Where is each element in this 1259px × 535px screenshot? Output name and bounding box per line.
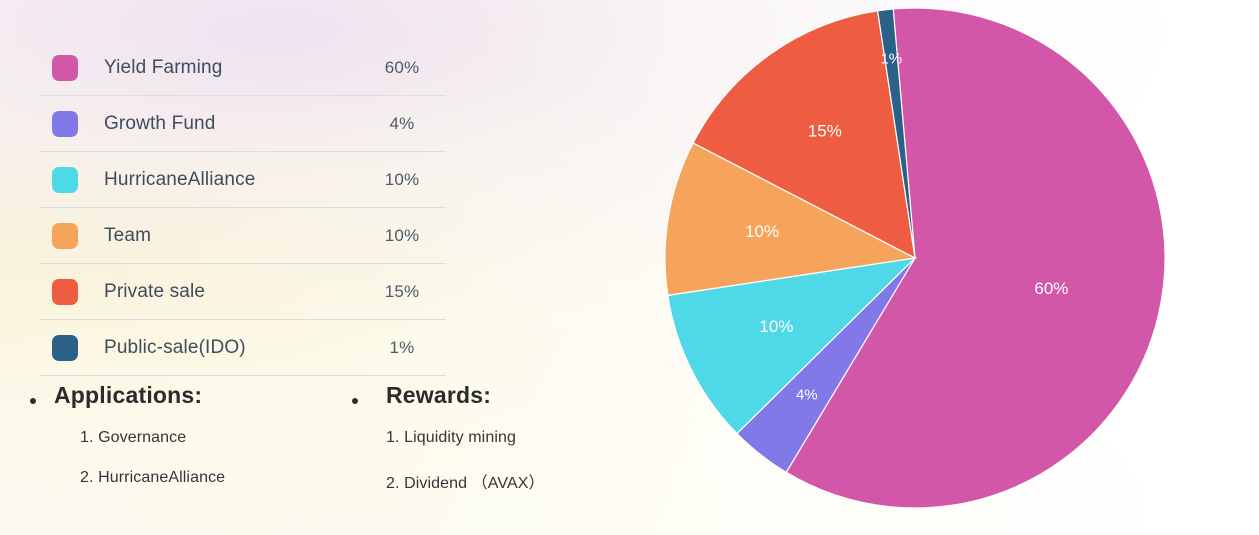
legend-row[interactable]: Yield Farming 60% [40, 40, 446, 96]
legend-table: Yield Farming 60% Growth Fund 4% HurricaneAl… [40, 40, 446, 376]
legend-value: 4% [389, 113, 415, 133]
legend-value: 1% [389, 337, 415, 357]
bullet-dot-icon [352, 398, 358, 404]
pie-slice-label: 10% [759, 317, 793, 336]
section-title: Applications: [54, 382, 203, 408]
section-list-item: 2. Dividend （AVAX） [386, 475, 545, 492]
pie-chart-svg: 60% 4% 10% 10% 15% 1% [664, 7, 1166, 509]
legend-row[interactable]: Private sale 15% [40, 264, 446, 320]
section-list-item: 1. Governance [80, 429, 187, 446]
legend-color-swatch [52, 334, 78, 361]
legend-value: 10% [384, 225, 420, 245]
pie-slice-label: 15% [808, 121, 842, 140]
legend-value: 15% [384, 281, 420, 301]
bullet-section: Applications: 1. Governance 2. HurricaneAl… [30, 382, 352, 515]
legend-value: 10% [384, 169, 420, 189]
legend-label: Yield Farming [104, 56, 223, 78]
pie-slice-label: 1% [880, 50, 902, 67]
pie-slice-label: 10% [745, 222, 779, 241]
bullet-section: Rewards: 1. Liquidity mining 2. Dividend （… [352, 382, 545, 515]
pie-slice[interactable] [692, 10, 916, 260]
pie-slice[interactable] [876, 8, 916, 259]
legend-label: Private sale [104, 280, 206, 302]
section-title: Rewards: [386, 382, 492, 408]
legend-label: Growth Fund [104, 112, 216, 134]
pie-slice-label: 60% [1034, 279, 1068, 298]
legend-value: 60% [384, 57, 420, 77]
pie-slice-label: 4% [796, 386, 818, 403]
section-body: Rewards: 1. Liquidity mining 2. Dividend （… [376, 382, 545, 515]
legend-label: Public-sale(IDO) [104, 336, 246, 358]
legend-color-swatch [52, 110, 78, 137]
bullet-dot-icon [30, 398, 36, 404]
legend-row[interactable]: Growth Fund 4% [40, 96, 446, 152]
legend-label: HurricaneAlliance [104, 168, 256, 190]
section-list-item: 1. Liquidity mining [386, 429, 516, 446]
legend-row[interactable]: Team 10% [40, 208, 446, 264]
legend-color-swatch [52, 222, 78, 249]
pie-chart: 60% 4% 10% 10% 15% 1% [655, 0, 1185, 528]
legend-color-swatch [52, 54, 78, 81]
legend-color-swatch [52, 278, 78, 305]
pie-slice[interactable] [785, 7, 1166, 509]
section-body: Applications: 1. Governance 2. HurricaneAl… [54, 382, 352, 509]
bullet-sections: Applications: 1. Governance 2. HurricaneAl… [30, 382, 650, 515]
legend-row[interactable]: Public-sale(IDO) 1% [40, 320, 446, 376]
legend-color-swatch [52, 166, 78, 193]
legend-label: Team [104, 224, 152, 246]
legend-row[interactable]: HurricaneAlliance 10% [40, 152, 446, 208]
pie-slice[interactable] [664, 142, 917, 297]
pie-slice[interactable] [667, 257, 917, 435]
section-list-item: 2. HurricaneAlliance [80, 469, 226, 486]
